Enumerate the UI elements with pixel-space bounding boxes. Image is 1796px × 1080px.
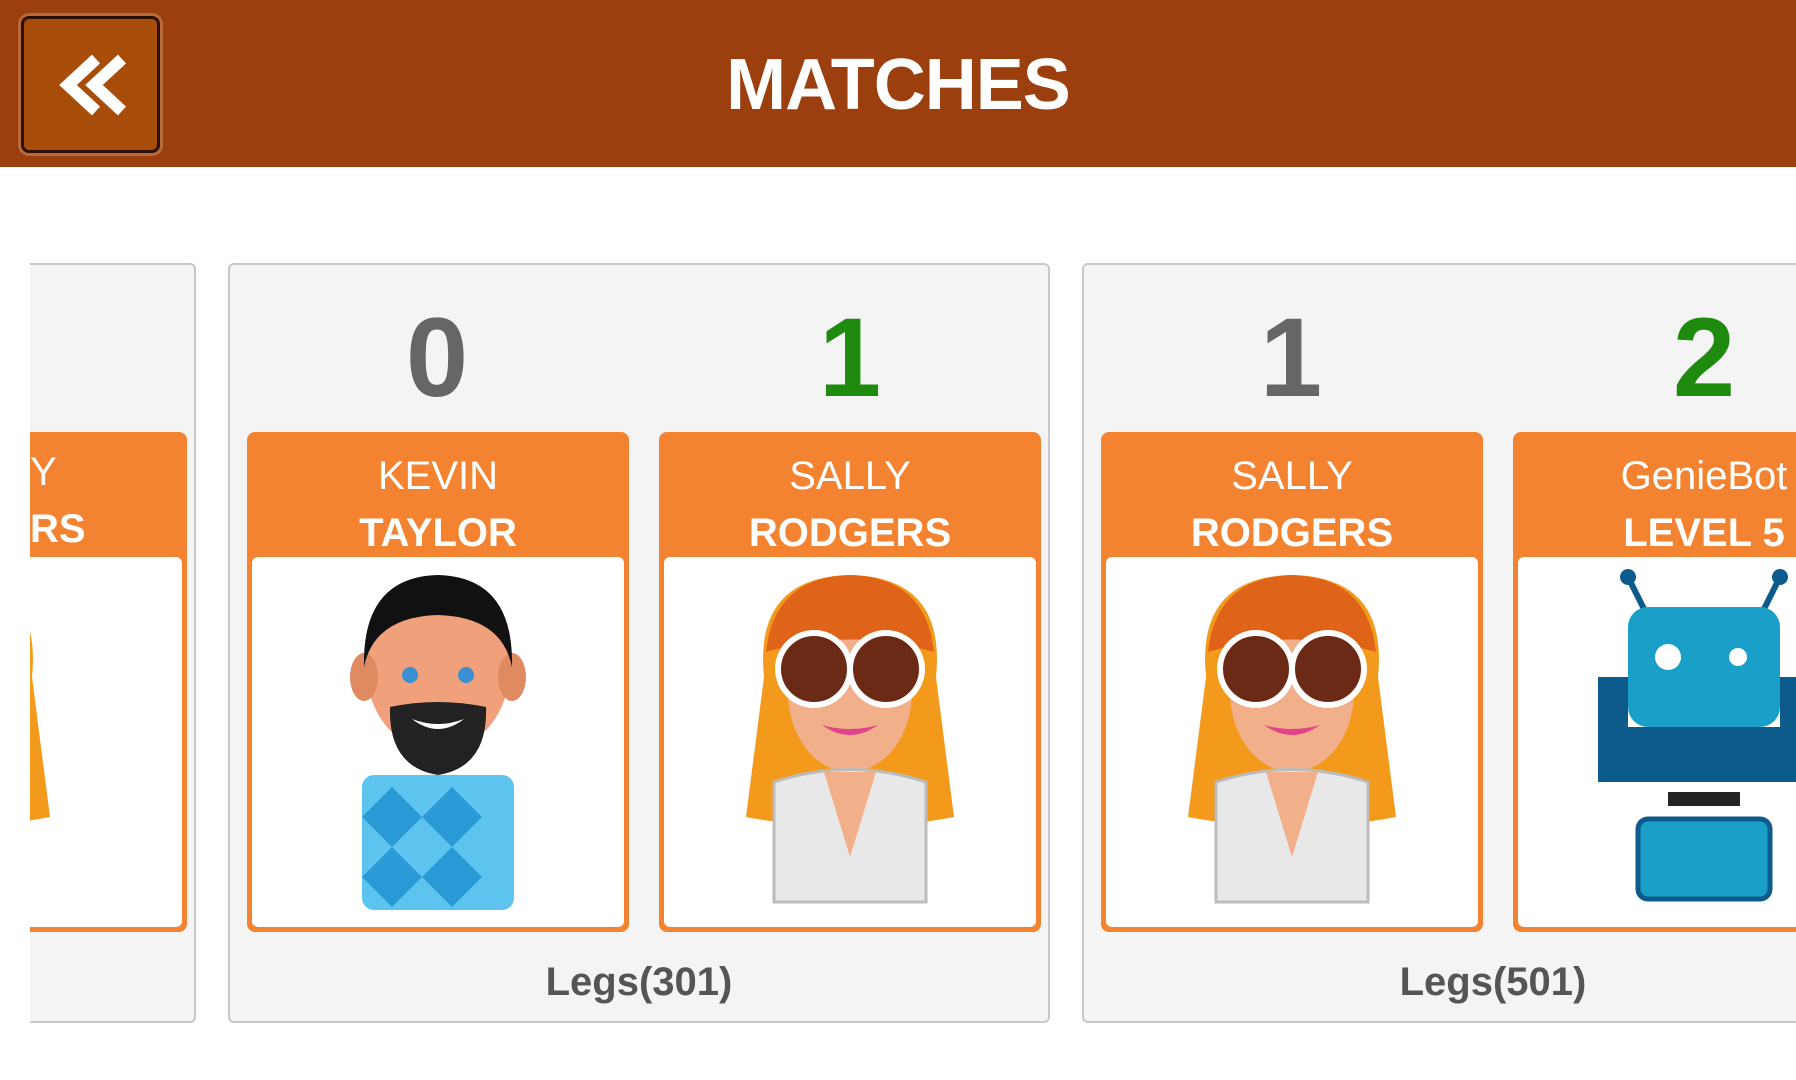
player-score: 1 — [1259, 295, 1323, 420]
back-button[interactable] — [21, 16, 160, 153]
legs-label: Legs(501) — [1399, 960, 1587, 1004]
avatar — [30, 632, 50, 821]
legs-label: Legs(301) — [545, 960, 733, 1004]
player-panel: SALLY RODGERS — [1101, 432, 1483, 932]
player-first-name: GenieBot — [1620, 454, 1788, 498]
player-last-name: RS — [30, 507, 86, 551]
avatar-box — [1518, 557, 1796, 927]
header-bar: MATCHES — [0, 0, 1796, 167]
match-list: Y RS 0 1 KEVIN TAYLOR SALLY RODGERS Legs(301) 1… — [30, 0, 1796, 1080]
back-icon — [59, 54, 127, 116]
player-panel: SALLY RODGERS — [659, 432, 1041, 932]
screen-title: MATCHES — [726, 45, 1071, 125]
player-score: 1 — [818, 295, 882, 420]
player-panel: GenieBot LEVEL 5 — [1513, 432, 1796, 932]
avatar — [746, 575, 954, 904]
avatar — [1188, 575, 1396, 904]
player-last-name: LEVEL 5 — [1623, 511, 1785, 555]
match-card[interactable]: 0 1 KEVIN TAYLOR SALLY RODGERS Legs(301) — [228, 263, 1050, 1023]
player-first-name: KEVIN — [377, 454, 499, 498]
player-first-name: Y — [30, 450, 57, 494]
player-score: 0 — [405, 295, 469, 420]
player-last-name: RODGERS — [748, 511, 952, 555]
avatar — [1598, 569, 1796, 902]
player-panel — [30, 432, 187, 932]
player-first-name: SALLY — [1231, 454, 1353, 498]
player-last-name: TAYLOR — [359, 511, 517, 555]
player-panel: KEVIN TAYLOR — [247, 432, 629, 932]
player-first-name: SALLY — [789, 454, 911, 498]
avatar — [350, 575, 526, 910]
avatar-box — [664, 557, 1036, 927]
match-card[interactable] — [30, 263, 196, 1023]
avatar-box — [30, 557, 182, 927]
avatar-box — [252, 557, 624, 927]
avatar-box — [1106, 557, 1478, 927]
match-card[interactable]: 1 2 SALLY RODGERS GenieBot LEVEL 5 Legs(501) — [1082, 263, 1796, 1023]
player-last-name: RODGERS — [1190, 511, 1394, 555]
player-score: 2 — [1672, 295, 1736, 420]
